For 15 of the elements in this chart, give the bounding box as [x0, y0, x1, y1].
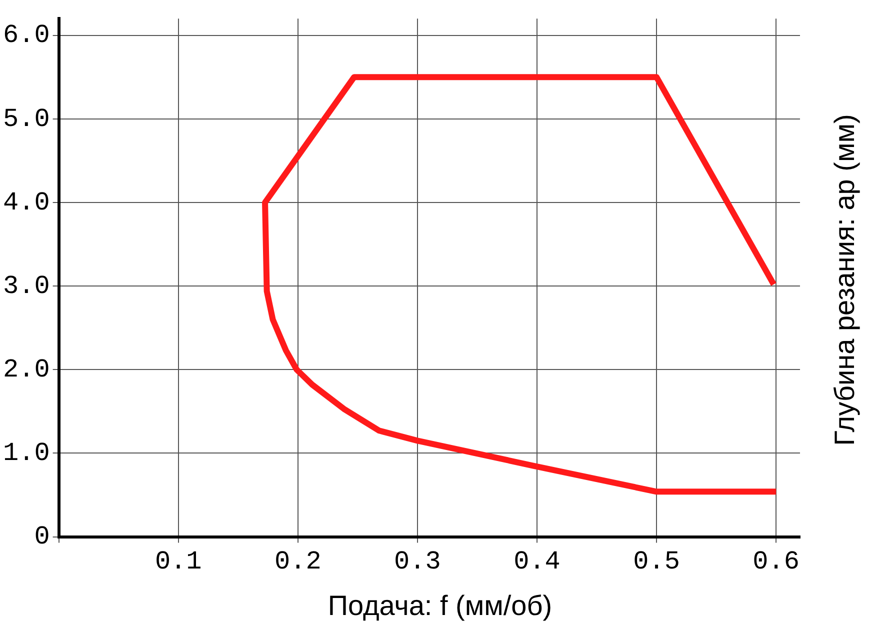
x-tick-label: 0.1: [154, 546, 202, 576]
x-axis-title: Подача: f (мм/об): [326, 590, 554, 622]
y-tick-label: 0: [34, 522, 50, 552]
x-tick-label: 0.6: [752, 546, 800, 576]
y-tick-label: 1.0: [2, 438, 50, 468]
y-tick-label: 6.0: [2, 20, 50, 50]
x-tick-label: 0.4: [514, 546, 560, 576]
y-axis-title: Глубина резания: ap (мм): [829, 114, 861, 446]
x-tick-label: 0.3: [394, 546, 441, 576]
x-tick-label: 0.5: [633, 546, 680, 576]
x-tick-label: 0.2: [274, 546, 322, 576]
y-tick-label: 3.0: [2, 270, 50, 301]
y-tick-label: 2.0: [2, 354, 50, 385]
y-tick-label: 4.0: [2, 187, 50, 218]
y-tick-label: 5.0: [2, 104, 50, 134]
